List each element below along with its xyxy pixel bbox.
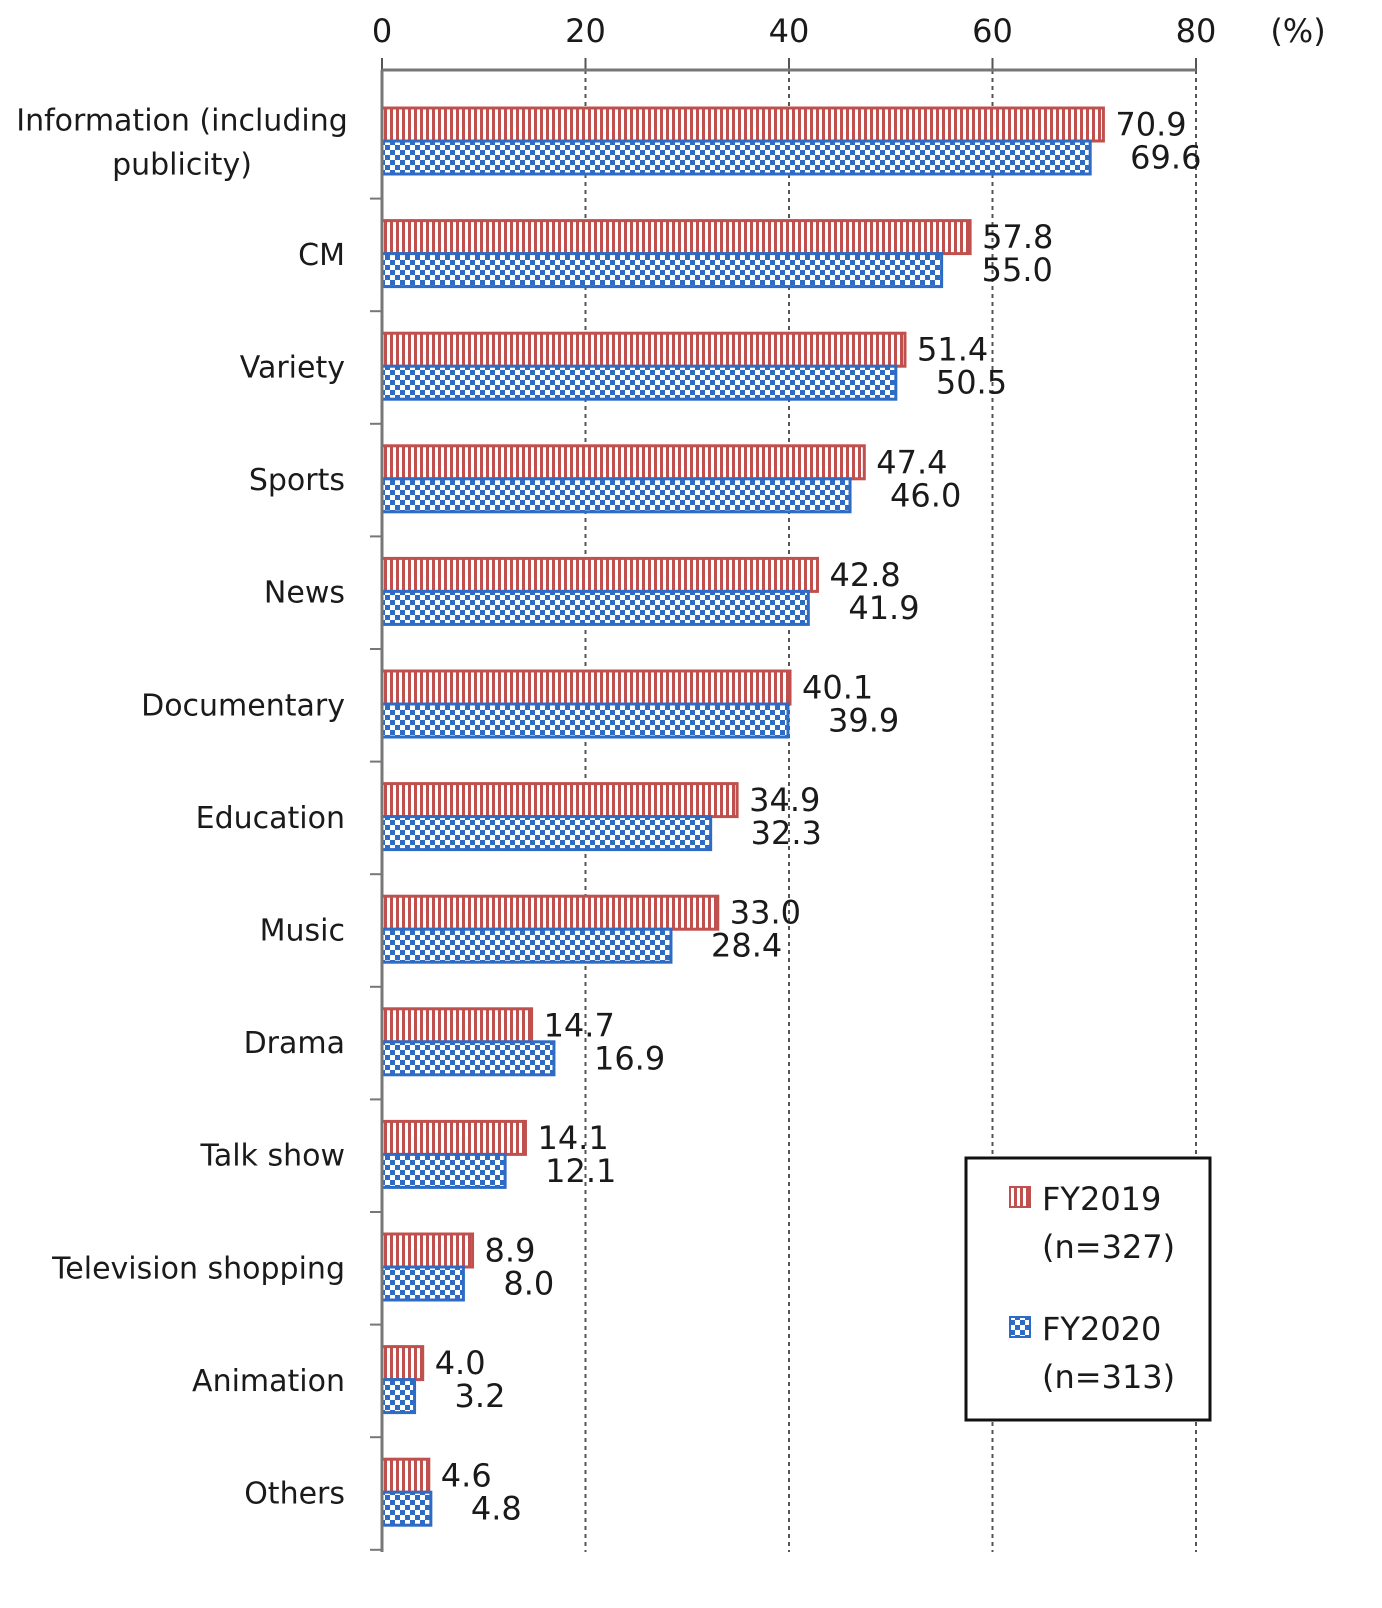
bar-fy2019 — [380, 1007, 534, 1044]
x-tick-label: 60 — [972, 12, 1013, 50]
data-label: 33.0 — [730, 894, 801, 932]
x-tick-label: 0 — [372, 12, 392, 50]
bar-fy2020 — [380, 702, 790, 739]
category-label: CM — [298, 238, 345, 273]
bar-fy2019 — [380, 782, 739, 819]
data-label: 42.8 — [829, 556, 900, 594]
x-tick-label: 20 — [565, 12, 606, 50]
x-tick-label: 40 — [769, 12, 810, 50]
legend: FY2019 (n=327) FY2020 (n=313) — [964, 1156, 1212, 1422]
bar-fy2019 — [380, 106, 1105, 143]
data-label: 39.9 — [828, 702, 899, 740]
legend-sample-size: (n=327) — [1042, 1228, 1175, 1266]
category-label: Music — [260, 914, 345, 949]
bar-fy2019 — [380, 444, 866, 481]
bar-fy2020 — [380, 815, 713, 852]
bar-fy2019 — [380, 1345, 425, 1382]
data-label: 3.2 — [455, 1377, 506, 1415]
data-label: 34.9 — [749, 781, 820, 819]
bar-fy2019 — [380, 894, 720, 931]
bar-fy2020 — [380, 477, 852, 514]
bar-fy2020 — [380, 927, 673, 964]
data-label: 28.4 — [711, 927, 782, 965]
bar-fy2020 — [380, 1040, 556, 1077]
category-label: Information (including — [16, 103, 348, 138]
legend-label: FY2019 — [1042, 1180, 1161, 1218]
bar-fy2020 — [380, 1152, 507, 1189]
data-label: 70.9 — [1115, 106, 1186, 144]
bar-fy2019 — [380, 219, 972, 256]
bar-fy2020 — [380, 589, 810, 626]
axes — [370, 58, 1197, 1552]
bars — [380, 106, 1105, 1527]
category-label: Television shopping — [51, 1251, 345, 1286]
data-label: 47.4 — [876, 443, 947, 481]
legend-swatch-fy2019 — [1009, 1186, 1031, 1208]
category-label: News — [264, 576, 345, 611]
category-label: Education — [196, 801, 345, 836]
data-label: 41.9 — [848, 589, 919, 627]
category-label: Sports — [249, 463, 345, 498]
bar-fy2019 — [380, 669, 792, 706]
data-label: 57.8 — [982, 218, 1053, 256]
data-label: 32.3 — [751, 814, 822, 852]
unit-label: (%) — [1270, 12, 1325, 50]
category-label: Variety — [240, 351, 345, 386]
data-label: 16.9 — [594, 1039, 665, 1077]
bar-fy2020 — [380, 364, 898, 401]
data-label: 4.8 — [471, 1490, 522, 1528]
data-label: 69.6 — [1130, 139, 1201, 177]
labels: 0 20 40 60 80 (%) Information (including public… — [16, 12, 1325, 1528]
data-label: 55.0 — [982, 251, 1053, 289]
x-tick-label: 80 — [1176, 12, 1217, 50]
legend-sample-size: (n=313) — [1042, 1358, 1175, 1396]
data-label: 50.5 — [936, 364, 1007, 402]
bar-fy2019 — [380, 1119, 527, 1156]
data-label: 14.1 — [537, 1119, 608, 1157]
bar-fy2019 — [380, 1457, 431, 1494]
data-label: 4.6 — [441, 1457, 492, 1495]
category-label: Drama — [244, 1026, 345, 1061]
category-label: Documentary — [141, 688, 345, 723]
bar-fy2020 — [380, 252, 944, 289]
legend-label: FY2020 — [1042, 1310, 1161, 1348]
data-label: 40.1 — [802, 669, 873, 707]
data-label: 8.0 — [503, 1265, 554, 1303]
data-label: 51.4 — [917, 331, 988, 369]
category-label: publicity) — [112, 147, 252, 182]
category-label: Animation — [192, 1364, 345, 1399]
bar-fy2019 — [380, 1232, 475, 1269]
data-label: 14.7 — [544, 1006, 615, 1044]
data-label: 4.0 — [435, 1344, 486, 1382]
category-label: Talk show — [199, 1139, 345, 1174]
bar-fy2019 — [380, 331, 907, 368]
category-label: Others — [244, 1477, 345, 1512]
data-label: 8.9 — [485, 1232, 536, 1270]
bar-fy2020 — [380, 1265, 465, 1302]
data-label: 12.1 — [545, 1152, 616, 1190]
legend-box — [964, 1156, 1212, 1422]
bar-fy2019 — [380, 556, 819, 593]
data-label: 46.0 — [890, 476, 961, 514]
bar-fy2020 — [380, 1378, 417, 1415]
legend-swatch-fy2020 — [1009, 1316, 1031, 1338]
bar-fy2020 — [380, 139, 1092, 176]
bar-fy2020 — [380, 1490, 433, 1527]
